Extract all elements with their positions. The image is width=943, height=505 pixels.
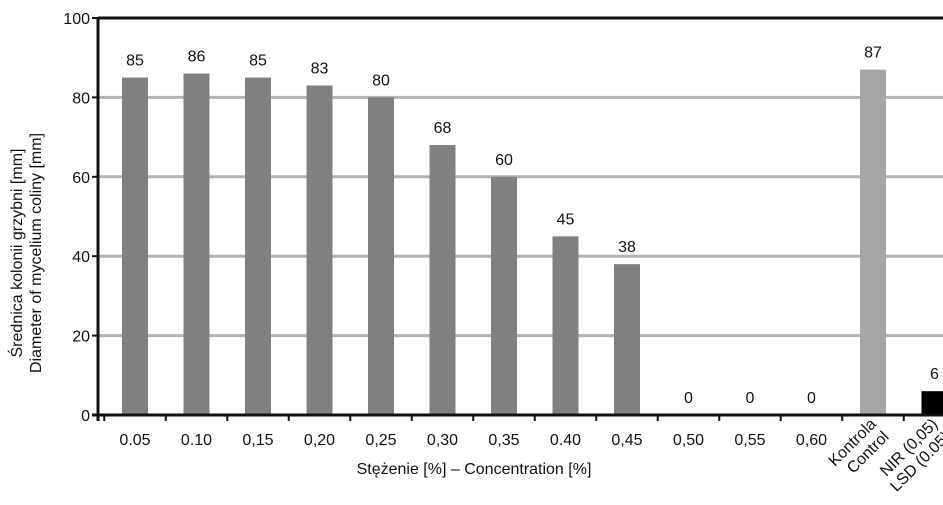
- bar: [921, 391, 943, 415]
- data-label: 85: [126, 53, 144, 70]
- y-tick-label: 80: [72, 90, 90, 107]
- value-labels: 85 86 85 83 80 68 60 45 38 0 0 0 87 6: [126, 45, 939, 407]
- x-tick-label: 0,55: [734, 432, 765, 449]
- y-axis-label-line2: Diameter of mycelium coliny [mm]: [28, 133, 45, 373]
- y-tick-label: 60: [72, 170, 90, 187]
- y-tick-label: 0: [81, 408, 90, 425]
- y-axis-label-line1: Średnica kolonii grzybni [mm]: [7, 149, 26, 358]
- x-tick-label: 0,30: [427, 432, 458, 449]
- x-tick-label: 0.05: [119, 432, 150, 449]
- bar: [860, 69, 886, 416]
- y-tick-label: 40: [72, 249, 90, 266]
- data-label: 38: [618, 239, 636, 256]
- data-label: 83: [311, 60, 329, 77]
- x-axis-label: Stężenie [%] – Concentration [%]: [357, 461, 592, 478]
- x-tick-label: 0,60: [796, 432, 827, 449]
- data-label: 6: [930, 366, 939, 383]
- x-tick-label: 0,35: [488, 432, 519, 449]
- bar: [368, 97, 394, 416]
- data-label: 0: [807, 390, 816, 407]
- data-label: 85: [249, 53, 267, 70]
- grid-lines: [98, 16, 943, 338]
- x-tick-labels: 0.05 0.10 0,15 0,20 0,25 0,30 0,35 0.40 0,45 0,50…: [119, 416, 943, 496]
- x-tick-label: 0,50: [673, 432, 704, 449]
- axes: [92, 16, 943, 421]
- data-label: 87: [864, 45, 882, 62]
- data-label: 80: [372, 72, 390, 89]
- data-label: 60: [495, 152, 513, 169]
- bar: [552, 236, 579, 415]
- x-tick-label: 0,20: [304, 432, 335, 449]
- bar: [429, 145, 456, 416]
- y-tick-label: 20: [72, 329, 90, 346]
- data-label: 68: [434, 120, 452, 137]
- y-tick-label: 100: [63, 11, 90, 28]
- data-label: 45: [557, 211, 575, 228]
- x-tick-label: 0,25: [365, 432, 396, 449]
- bar: [614, 264, 640, 415]
- x-tick-label: 0.40: [550, 432, 581, 449]
- bar: [245, 77, 271, 416]
- bar: [306, 85, 333, 416]
- bars: [122, 69, 943, 416]
- y-tick-labels: 0 20 40 60 80 100: [63, 11, 90, 425]
- x-tick-label: 0.10: [181, 432, 212, 449]
- data-label: 0: [684, 390, 693, 407]
- bar: [183, 73, 210, 415]
- bar: [491, 176, 517, 415]
- x-tick-label: NIR (0,05)LSD (0.05): [875, 416, 943, 495]
- data-label: 86: [188, 49, 206, 66]
- data-label: 0: [746, 390, 755, 407]
- x-tick-label: 0,15: [242, 432, 273, 449]
- bar: [122, 77, 148, 416]
- x-tick-label: 0,45: [611, 432, 642, 449]
